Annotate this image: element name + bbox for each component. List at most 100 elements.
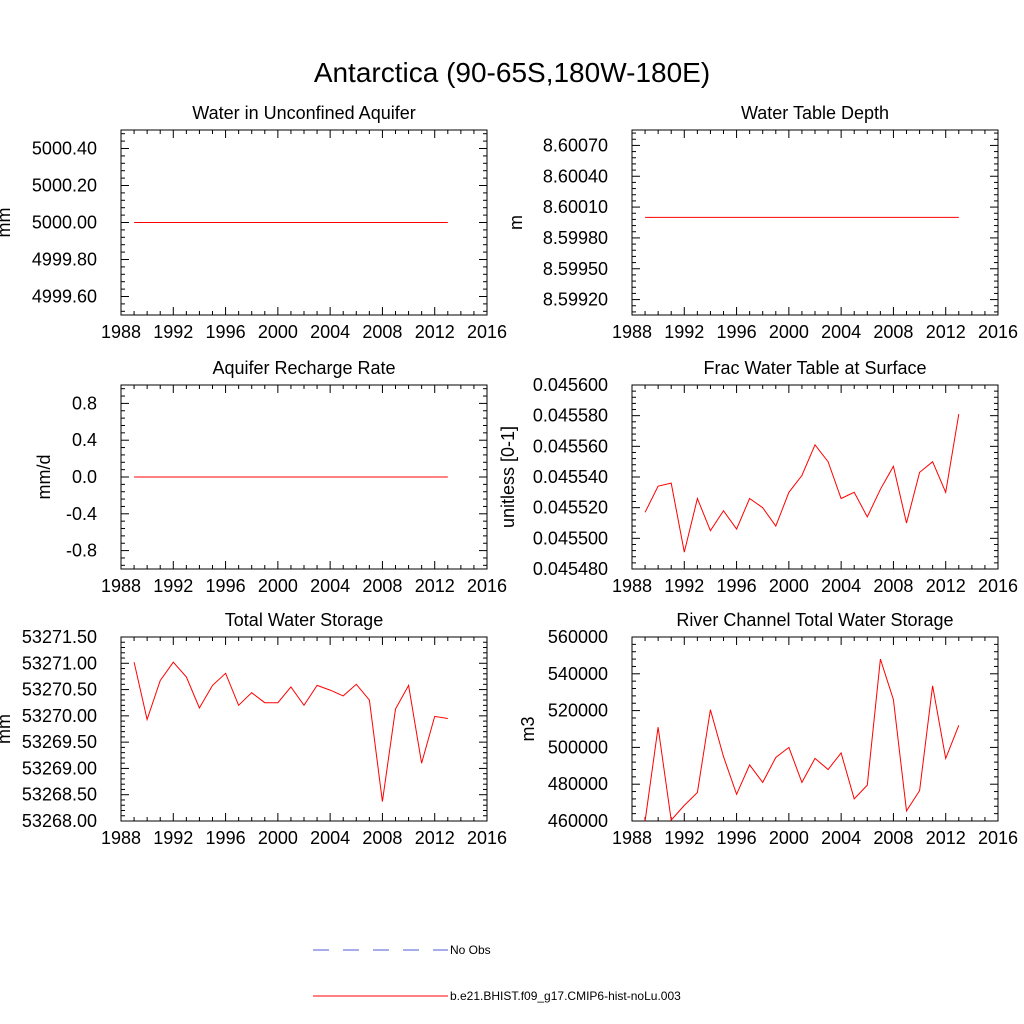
x-tick-label: 2016 (978, 828, 1018, 848)
x-tick-label: 2004 (821, 322, 861, 342)
x-tick-label: 1988 (612, 322, 652, 342)
x-tick-label: 2004 (310, 322, 350, 342)
y-tick-label: 5000.00 (32, 213, 97, 233)
y-tick-label: 53270.00 (22, 706, 97, 726)
x-tick-label: 1992 (153, 576, 193, 596)
y-axis-label: m3 (518, 716, 538, 741)
y-tick-label: 0.045580 (533, 406, 608, 426)
legend: No Obs b.e21.BHIST.f09_g17.CMIP6-hist-no… (313, 943, 681, 1003)
y-tick-label: 5000.40 (32, 139, 97, 159)
y-tick-label: 520000 (548, 701, 608, 721)
y-tick-label: 8.60070 (543, 135, 608, 155)
x-tick-label: 2000 (258, 576, 298, 596)
y-tick-label: 500000 (548, 737, 608, 757)
panel-title: Total Water Storage (225, 610, 383, 630)
x-tick-label: 2008 (362, 322, 402, 342)
chart-panel-4: Frac Water Table at Surface unitless [0-1… (498, 358, 1018, 596)
y-tick-label: -0.8 (66, 541, 97, 561)
plot-frame (631, 129, 999, 316)
x-tick-label: 1996 (206, 828, 246, 848)
y-axis-label: mm (0, 208, 14, 238)
y-tick-label: 0.8 (72, 393, 97, 413)
y-tick-label: 53271.00 (22, 653, 97, 673)
x-tick-label: 2004 (310, 576, 350, 596)
x-tick-label: 2012 (415, 322, 455, 342)
y-tick-label: -0.4 (66, 504, 97, 524)
y-tick-label: 0.045540 (533, 467, 608, 487)
x-tick-label: 2012 (926, 828, 966, 848)
y-tick-label: 8.59980 (543, 228, 608, 248)
y-tick-label: 540000 (548, 664, 608, 684)
figure-title: Antarctica (90-65S,180W-180E) (314, 57, 710, 88)
x-tick-label: 1988 (101, 322, 141, 342)
x-tick-label: 2000 (769, 828, 809, 848)
chart-panel-3: Aquifer Recharge Rate mm/d 1988 1992 1996 200… (34, 358, 507, 596)
x-tick-label: 1992 (153, 828, 193, 848)
x-tick-label: 2004 (821, 576, 861, 596)
x-tick-label: 1988 (101, 828, 141, 848)
panel-title: Water in Unconfined Aquifer (192, 103, 415, 123)
chart-panel-2: Water Table Depth m 1988 1992 1996 2000 2004 20… (506, 103, 1018, 342)
x-tick-label: 1988 (612, 828, 652, 848)
x-tick-label: 2000 (769, 322, 809, 342)
panel-title: Frac Water Table at Surface (703, 358, 926, 378)
x-tick-label: 1992 (664, 828, 704, 848)
y-tick-label: 0.045600 (533, 375, 608, 395)
y-tick-label: 460000 (548, 811, 608, 831)
x-tick-label: 1992 (664, 576, 704, 596)
x-tick-label: 2004 (821, 828, 861, 848)
y-tick-label: 4999.80 (32, 250, 97, 270)
series-line (644, 414, 960, 553)
y-axis-label: m (506, 215, 526, 230)
x-tick-label: 1996 (717, 828, 757, 848)
series-line (644, 658, 960, 822)
x-tick-label: 2008 (362, 576, 402, 596)
y-tick-label: 8.59920 (543, 290, 608, 310)
x-tick-label: 2012 (415, 576, 455, 596)
x-tick-label: 2016 (978, 576, 1018, 596)
y-tick-label: 480000 (548, 774, 608, 794)
y-axis-label: mm (0, 714, 14, 744)
chart-panel-6: River Channel Total Water Storage m3 1988 1… (518, 610, 1018, 848)
panel-title: Aquifer Recharge Rate (212, 358, 395, 378)
series-line (133, 661, 448, 802)
y-axis-label: mm/d (34, 455, 54, 500)
x-tick-label: 1996 (717, 322, 757, 342)
y-tick-label: 53268.50 (22, 785, 97, 805)
x-tick-label: 2000 (258, 322, 298, 342)
y-tick-label: 0.045500 (533, 528, 608, 548)
y-tick-label: 53270.50 (22, 680, 97, 700)
legend-obs-label: No Obs (450, 943, 491, 957)
x-tick-label: 2016 (467, 322, 507, 342)
x-tick-label: 2004 (310, 828, 350, 848)
y-tick-label: 5000.20 (32, 176, 97, 196)
x-tick-label: 2012 (926, 576, 966, 596)
x-tick-label: 1992 (153, 322, 193, 342)
y-tick-label: 0.045520 (533, 498, 608, 518)
x-tick-label: 2008 (873, 322, 913, 342)
y-axis-label: unitless [0-1] (498, 426, 518, 528)
x-tick-label: 2000 (769, 576, 809, 596)
y-tick-label: 4999.60 (32, 287, 97, 307)
y-tick-label: 8.60010 (543, 197, 608, 217)
y-tick-label: 8.59950 (543, 259, 608, 279)
x-tick-label: 2000 (258, 828, 298, 848)
y-tick-label: 560000 (548, 627, 608, 647)
y-tick-label: 53268.00 (22, 811, 97, 831)
x-tick-label: 2008 (873, 576, 913, 596)
x-tick-label: 1996 (717, 576, 757, 596)
x-tick-label: 2008 (873, 828, 913, 848)
panel-title: River Channel Total Water Storage (676, 610, 953, 630)
y-tick-label: 0.045480 (533, 559, 608, 579)
x-tick-label: 2016 (978, 322, 1018, 342)
panels-group: Water in Unconfined Aquifer mm 1988 1992 199… (0, 103, 1018, 848)
legend-model-label: b.e21.BHIST.f09_g17.CMIP6-hist-noLu.003 (450, 989, 681, 1003)
x-tick-label: 2016 (467, 828, 507, 848)
y-tick-label: 53269.50 (22, 732, 97, 752)
x-tick-label: 1992 (664, 322, 704, 342)
y-tick-label: 0.045560 (533, 436, 608, 456)
plot-frame (631, 636, 999, 822)
chart-panel-5: Total Water Storage mm 1988 1992 1996 2000 200… (0, 610, 507, 848)
x-tick-label: 1988 (612, 576, 652, 596)
